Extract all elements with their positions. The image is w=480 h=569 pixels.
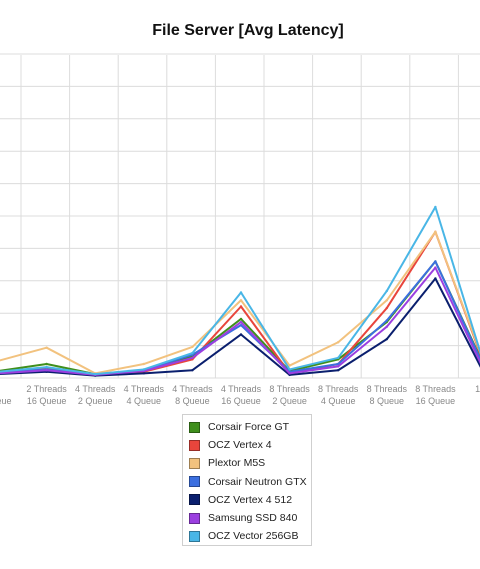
legend-swatch	[189, 512, 200, 524]
data-point	[385, 299, 388, 302]
data-point	[385, 289, 388, 293]
x-tick-label: 4 Queue	[127, 396, 162, 406]
data-point	[191, 351, 194, 355]
legend-label: OCZ Vertex 4	[208, 439, 272, 452]
series-line	[0, 206, 480, 376]
series-line	[0, 260, 480, 376]
legend-swatch	[189, 457, 200, 469]
legend-label: Corsair Force GT	[208, 421, 290, 434]
data-point	[45, 369, 48, 372]
legend-item[interactable]: Plextor M5S	[189, 454, 311, 472]
legend-swatch	[189, 421, 200, 433]
series-line	[0, 266, 480, 376]
data-point	[288, 364, 291, 367]
x-tick-label: 16 Queue	[27, 396, 67, 406]
data-point	[337, 365, 340, 368]
data-point	[191, 356, 194, 359]
x-tick-label: 16 Queue	[221, 396, 261, 406]
data-point	[337, 356, 340, 359]
x-tick-label: 4 Threads	[75, 384, 116, 394]
data-point	[239, 305, 243, 308]
legend-item[interactable]: OCZ Vector 256GB	[189, 527, 311, 545]
data-point	[191, 345, 194, 349]
data-point	[45, 365, 48, 369]
x-tick-label: 8 Threads	[318, 384, 359, 394]
x-tick-label: 8 Queue	[370, 396, 405, 406]
x-tick-label: 4 Threads	[172, 384, 213, 394]
legend-item[interactable]: OCZ Vertex 4	[189, 436, 311, 454]
x-tick-label: 2 Threads	[26, 384, 67, 394]
legend-item[interactable]: OCZ Vertex 4 512	[189, 491, 311, 509]
data-point	[288, 368, 291, 371]
data-point	[94, 372, 97, 376]
x-tick-label: 4 Queue	[321, 396, 356, 406]
data-point	[434, 277, 437, 280]
data-point	[239, 323, 243, 327]
legend-label: OCZ Vertex 4 512	[208, 493, 293, 506]
x-tick-label: 16 Queue	[416, 396, 456, 406]
legend-swatch	[189, 476, 200, 488]
x-tick-label: 8 Threads	[367, 384, 408, 394]
legend-swatch	[189, 494, 200, 506]
legend: Corsair Force GT OCZ Vertex 4 Plextor M5S C…	[182, 414, 312, 546]
x-tick-label: 2 Queue	[272, 396, 307, 406]
data-point	[434, 205, 437, 209]
data-point	[239, 291, 243, 294]
series-line	[0, 260, 480, 376]
data-point	[385, 319, 388, 322]
plot-area	[0, 205, 480, 377]
data-point	[337, 369, 340, 372]
data-point	[288, 372, 291, 375]
data-point	[142, 372, 145, 375]
legend-label: Corsair Neutron GTX	[208, 475, 307, 488]
data-point	[45, 346, 48, 349]
legend-label: OCZ Vector 256GB	[208, 530, 299, 543]
legend-swatch	[189, 439, 200, 451]
x-tick-label: Queue	[0, 396, 12, 406]
data-point	[142, 362, 145, 366]
x-tick-label: 16 T	[475, 384, 480, 394]
x-tick-label: 4 Threads	[124, 384, 165, 394]
data-point	[239, 317, 243, 321]
x-tick-label: 4 Threads	[221, 384, 262, 394]
data-point	[239, 299, 243, 302]
data-point	[385, 325, 388, 328]
legend-label: Plextor M5S	[208, 457, 266, 470]
data-point	[191, 369, 194, 372]
x-tick-label: 8 Queue	[175, 396, 210, 406]
grid	[0, 53, 480, 379]
data-point	[434, 260, 437, 263]
legend-swatch	[189, 530, 200, 542]
chart-title: File Server [Avg Latency]	[152, 22, 343, 39]
data-point	[142, 368, 145, 371]
data-point	[239, 320, 243, 324]
data-point	[45, 362, 48, 366]
data-point	[337, 341, 340, 344]
data-point	[239, 333, 243, 336]
data-point	[385, 337, 388, 341]
legend-item[interactable]: Corsair Neutron GTX	[189, 473, 311, 491]
data-point	[385, 306, 388, 310]
x-tick-label: 2 Queue	[78, 396, 113, 406]
x-tick-label: 8 Threads	[415, 384, 456, 394]
data-point	[434, 230, 437, 234]
legend-item[interactable]: Corsair Force GT	[189, 418, 311, 436]
legend-label: Samsung SSD 840	[208, 512, 298, 525]
x-axis-tick-labels: Queue 2 Threads 16 Queue 4 Threads 2 Queue 4 …	[0, 384, 480, 406]
x-tick-label: 8 Threads	[269, 384, 310, 394]
legend-item[interactable]: Samsung SSD 840	[189, 509, 311, 527]
data-point	[434, 266, 437, 269]
